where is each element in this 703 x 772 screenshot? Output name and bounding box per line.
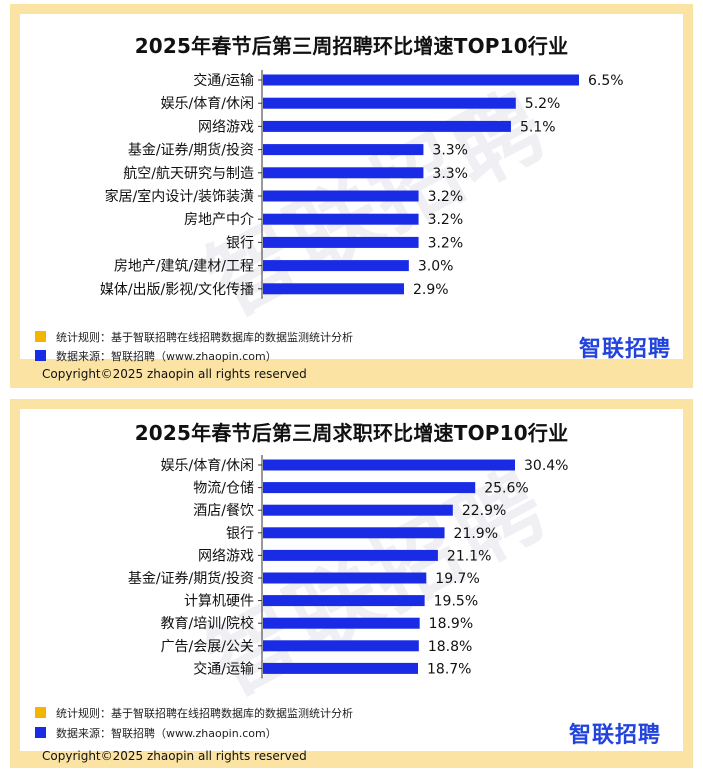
legend-rule-swatch <box>35 331 46 342</box>
bar <box>263 617 420 629</box>
legend-source: 数据来源：智联招聘（www.zhaopin.com） <box>35 349 277 364</box>
bar <box>263 236 419 248</box>
chart-title: 2025年春节后第三周求职环比增速TOP10行业 <box>134 421 569 445</box>
jobseeker-bar-chart: 娱乐/体育/休闲 30.4% 物流/仓储 25.6% 酒店/餐饮 22.9% 银行 21.9%… <box>128 455 568 679</box>
bar <box>263 549 438 561</box>
data-label: 30.4% <box>524 458 568 474</box>
category-label: 酒店/餐饮 <box>193 503 254 519</box>
bar <box>263 504 453 516</box>
category-label: 基金/证券/期货/投资 <box>128 570 254 587</box>
category-label: 媒体/出版/影视/文化传播 <box>100 282 254 298</box>
chart-title: 2025年春节后第三周招聘环比增速TOP10行业 <box>134 34 569 58</box>
data-label: 3.2% <box>428 212 464 228</box>
category-label: 银行 <box>226 526 254 542</box>
bar <box>263 120 511 132</box>
bar <box>263 459 515 471</box>
jobseeker-chart-card: 智联招聘 2025年春节后第三周求职环比增速TOP10行业 娱乐/体育/休闲 30… <box>10 399 693 768</box>
data-label: 3.0% <box>418 259 454 275</box>
zhaopin-logo: 智联招聘 <box>568 723 661 748</box>
data-label: 3.3% <box>432 166 468 182</box>
category-label: 网络游戏 <box>198 119 254 135</box>
bar <box>263 640 419 652</box>
legend-rule-text: 统计规则：基于智联招聘在线招聘数据库的数据监测统计分析 <box>56 331 353 344</box>
bar <box>263 74 579 86</box>
data-label: 3.3% <box>432 143 468 159</box>
bar <box>263 144 424 156</box>
bar <box>263 260 409 272</box>
jobseeker-chart-panel: 智联招聘 2025年春节后第三周求职环比增速TOP10行业 娱乐/体育/休闲 30… <box>20 409 683 751</box>
bar <box>263 167 424 179</box>
data-label: 19.7% <box>435 571 479 587</box>
category-label: 交通/运输 <box>193 72 254 89</box>
legend-source-swatch <box>35 350 46 361</box>
category-label: 教育/培训/院校 <box>161 615 254 632</box>
legend-source-text: 数据来源：智联招聘（www.zhaopin.com） <box>56 350 277 363</box>
data-label: 25.6% <box>484 481 528 497</box>
legend-rule-swatch <box>35 707 46 718</box>
data-label: 21.9% <box>454 526 498 542</box>
bar <box>263 572 427 584</box>
recruitment-bar-chart: 交通/运输 6.5% 娱乐/体育/休闲 5.2% 网络游戏 5.1% 基金/证券/期货/投资… <box>100 70 624 299</box>
recruitment-chart-card: 智联招聘 2025年春节后第三周招聘环比增速TOP10行业 交通/运输 6.5% 娱… <box>10 4 693 388</box>
data-label: 6.5% <box>588 73 624 89</box>
category-label: 娱乐/体育/休闲 <box>161 458 254 474</box>
data-label: 19.5% <box>434 594 478 610</box>
legend-rule: 统计规则：基于智联招聘在线招聘数据库的数据监测统计分析 <box>35 330 353 345</box>
data-label: 5.1% <box>520 119 556 135</box>
bar <box>263 482 476 494</box>
category-label: 计算机硬件 <box>184 594 254 610</box>
data-label: 18.8% <box>428 639 472 655</box>
legend-source-swatch <box>35 727 46 738</box>
category-label: 网络游戏 <box>198 548 254 564</box>
category-label: 交通/运输 <box>193 660 254 677</box>
bar <box>263 283 404 295</box>
legend-rule-text: 统计规则：基于智联招聘在线招聘数据库的数据监测统计分析 <box>56 707 353 720</box>
bar <box>263 213 419 225</box>
bar <box>263 97 516 109</box>
category-label: 物流/仓储 <box>193 481 254 497</box>
category-label: 航空/航天研究与制造 <box>123 166 254 182</box>
data-label: 18.7% <box>427 661 471 677</box>
data-label: 22.9% <box>462 503 506 519</box>
zhaopin-logo: 智联招聘 <box>578 337 671 362</box>
data-label: 18.9% <box>429 616 473 632</box>
bar <box>263 595 425 607</box>
data-label: 5.2% <box>525 96 561 112</box>
legend-rule: 统计规则：基于智联招聘在线招聘数据库的数据监测统计分析 <box>35 706 353 721</box>
bar <box>263 190 419 202</box>
category-label: 家居/室内设计/装饰装潢 <box>105 188 254 205</box>
copyright-text: Copyright©2025 zhaopin all rights reserv… <box>42 749 307 763</box>
data-label: 3.2% <box>428 235 464 251</box>
category-label: 广告/会展/公关 <box>161 639 254 655</box>
category-label: 娱乐/体育/休闲 <box>161 96 254 112</box>
data-label: 2.9% <box>413 282 449 298</box>
copyright-text: Copyright©2025 zhaopin all rights reserv… <box>42 367 307 381</box>
bar <box>263 662 419 674</box>
category-label: 基金/证券/期货/投资 <box>128 142 254 159</box>
category-label: 房地产/建筑/建材/工程 <box>114 259 254 275</box>
legend-source-text: 数据来源：智联招聘（www.zhaopin.com） <box>56 727 277 740</box>
data-label: 21.1% <box>447 548 491 564</box>
category-label: 房地产中介 <box>184 212 254 228</box>
category-label: 银行 <box>226 235 254 251</box>
data-label: 3.2% <box>428 189 464 205</box>
legend-source: 数据来源：智联招聘（www.zhaopin.com） <box>35 726 277 741</box>
recruitment-chart-panel: 智联招聘 2025年春节后第三周招聘环比增速TOP10行业 交通/运输 6.5% 娱… <box>20 14 683 363</box>
bar <box>263 527 445 539</box>
